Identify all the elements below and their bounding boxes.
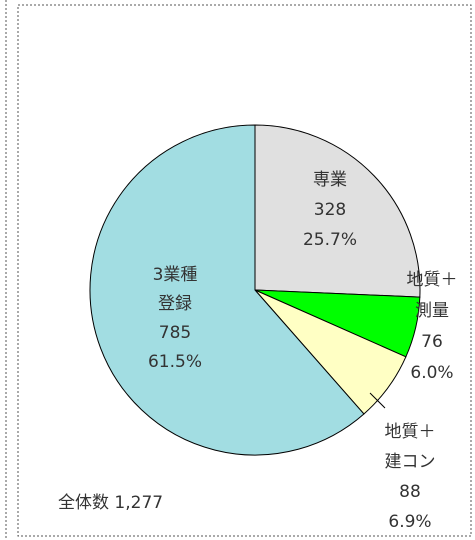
pie-slice (254, 124, 421, 298)
slice-count: 785 (159, 323, 191, 343)
slice-count: 76 (421, 332, 443, 352)
slice-count: 88 (399, 482, 421, 502)
slice-percent: 61.5% (148, 352, 202, 372)
pie-slice (89, 124, 365, 456)
slice-name: 専業 (313, 170, 347, 190)
slice-name: 登録 (158, 294, 192, 314)
slice-count: 328 (314, 200, 346, 220)
slice-name: 3業種 (153, 265, 198, 285)
slice-name: 建コン (385, 452, 436, 472)
slice-name: 地質＋ (407, 270, 458, 290)
slice-percent: 25.7% (303, 230, 357, 250)
slice-percent: 6.9% (388, 512, 431, 532)
total-annotation: 全体数 1,277 (58, 493, 163, 513)
leader-line (369, 392, 386, 409)
slice-name: 測量 (415, 301, 449, 321)
slice-name: 地質＋ (385, 422, 436, 442)
slice-percent: 6.0% (410, 363, 453, 383)
